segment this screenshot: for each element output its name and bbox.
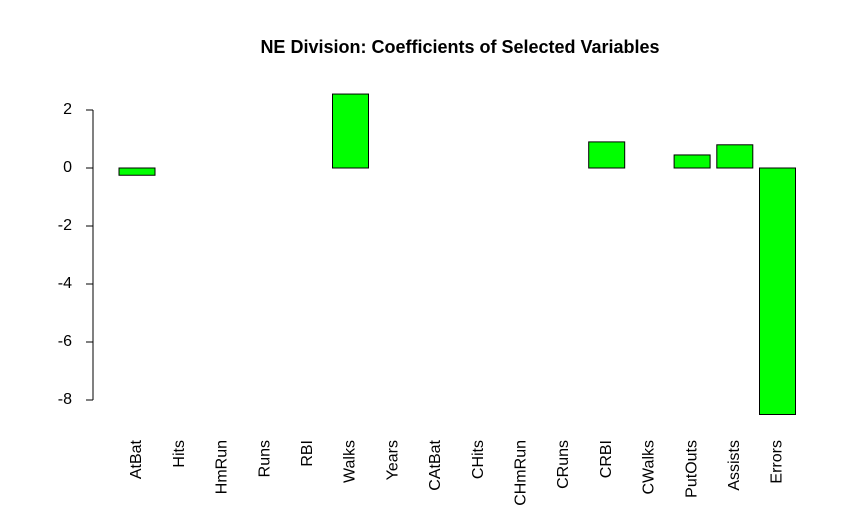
x-tick-label: Years [384, 440, 401, 480]
bar [759, 167, 796, 415]
x-tick-label: Hits [171, 440, 188, 468]
x-tick-label: CWalks [641, 440, 658, 495]
x-tick-label: CRBI [598, 440, 615, 478]
bar [588, 141, 626, 169]
bar [716, 144, 754, 169]
x-tick-label: CAtBat [427, 439, 444, 490]
y-tick-label: -4 [58, 275, 72, 292]
bar [118, 167, 156, 176]
x-tick-label: CRuns [555, 440, 572, 489]
y-tick-label: 0 [63, 159, 72, 176]
x-tick-label: HmRun [214, 440, 231, 494]
x-tick-label: Errors [769, 440, 786, 484]
x-tick-label: Walks [342, 440, 359, 483]
x-tick-label: RBI [299, 440, 316, 467]
y-tick-label: -2 [58, 217, 72, 234]
bar [332, 93, 369, 169]
x-tick-label: Assists [726, 440, 743, 491]
chart-title: NE Division: Coefficients of Selected Va… [260, 37, 659, 57]
y-tick-label: -6 [58, 333, 72, 350]
x-tick-label: AtBat [128, 439, 145, 479]
x-tick-label: Runs [256, 440, 273, 477]
x-tick-label: CHits [470, 440, 487, 479]
x-tick-label: CHmRun [513, 440, 530, 506]
y-tick-label: -8 [58, 391, 72, 408]
bar [673, 154, 711, 169]
y-tick-label: 2 [63, 101, 72, 118]
x-tick-label: PutOuts [683, 440, 700, 498]
